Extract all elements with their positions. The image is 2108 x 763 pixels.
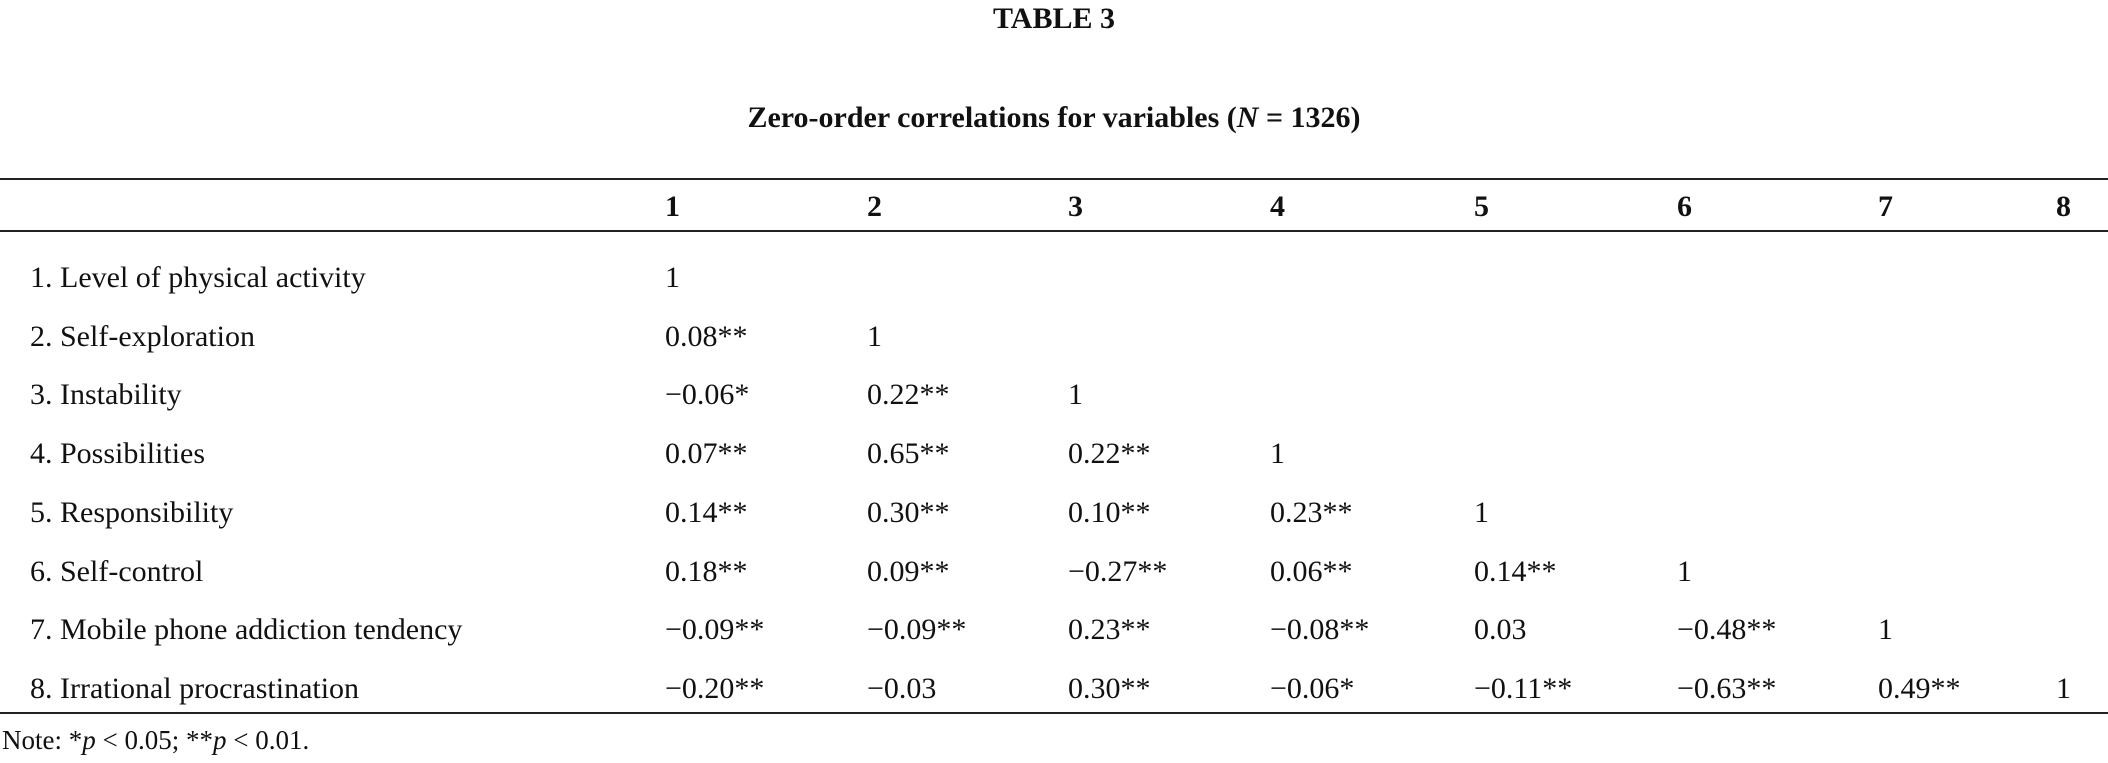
column-header: 5	[1474, 190, 1489, 223]
row-label: 8. Irrational procrastination	[30, 671, 360, 705]
cell: 1	[867, 319, 882, 353]
cell: −0.06*	[665, 378, 750, 412]
note-text: < 0.05; **	[95, 725, 213, 755]
cell: 0.23**	[1068, 613, 1151, 647]
cell: 0.22**	[1068, 437, 1151, 471]
cell: 1	[1068, 378, 1083, 412]
cell: 1	[1270, 437, 1285, 471]
table-note: Note: *p < 0.05; **p < 0.01.	[2, 727, 309, 754]
row-label: 5. Responsibility	[30, 495, 234, 529]
cell: 0.23**	[1270, 495, 1353, 529]
row-label: 1. Level of physical activity	[30, 261, 366, 294]
column-header: 3	[1068, 190, 1083, 223]
note-text: < 0.01.	[226, 725, 310, 755]
cell: 0.14**	[665, 495, 748, 529]
cell: −0.48**	[1677, 613, 1777, 647]
row-label: 3. Instability	[30, 378, 182, 412]
cell: 0.22**	[867, 378, 950, 412]
cell: 0.49**	[1878, 671, 1961, 705]
column-header: 6	[1677, 190, 1692, 223]
row-label: 6. Self-control	[30, 554, 204, 588]
cell: 0.03	[1474, 613, 1527, 647]
column-header: 7	[1878, 190, 1893, 223]
cell: 1	[1474, 495, 1489, 529]
cell: 1	[665, 261, 680, 294]
note-italic: p	[82, 725, 96, 755]
cell: −0.09**	[665, 613, 765, 647]
cell: 1	[2056, 671, 2071, 705]
cell: 0.18**	[665, 554, 748, 588]
cell: 0.30**	[867, 495, 950, 529]
column-header: 4	[1270, 190, 1285, 223]
bottom-rule	[0, 712, 2108, 714]
note-text: Note: *	[2, 725, 83, 755]
cell: 0.08**	[665, 319, 748, 353]
title-text: = 1326)	[1258, 101, 1361, 134]
cell: −0.11**	[1474, 671, 1573, 705]
cell: −0.20**	[665, 671, 765, 705]
row-label: 4. Possibilities	[30, 437, 206, 471]
cell: 0.14**	[1474, 554, 1557, 588]
cell: −0.06*	[1270, 671, 1355, 705]
column-header: 1	[665, 190, 680, 223]
cell: 0.65**	[867, 437, 950, 471]
column-header: 8	[2056, 190, 2071, 223]
title-italic: N	[1236, 101, 1259, 134]
cell: −0.03	[867, 671, 937, 705]
cell: 0.10**	[1068, 495, 1151, 529]
note-italic: p	[212, 725, 227, 755]
row-label: 2. Self-exploration	[30, 319, 255, 353]
cell: −0.27**	[1068, 554, 1168, 588]
top-rule	[0, 178, 2108, 180]
cell: −0.08**	[1270, 613, 1370, 647]
title-text: Zero-order correlations for variables (	[747, 101, 1237, 134]
row-label: 7. Mobile phone addiction tendency	[30, 613, 463, 647]
cell: 1	[1677, 554, 1692, 588]
cell: −0.09**	[867, 613, 967, 647]
cell: 0.06**	[1270, 554, 1353, 588]
table-title: Zero-order correlations for variables (N…	[0, 103, 2108, 133]
cell: 0.07**	[665, 437, 748, 471]
cell: 0.30**	[1068, 671, 1151, 705]
column-header: 2	[867, 190, 882, 223]
header-rule	[0, 230, 2108, 232]
cell: 1	[1878, 613, 1893, 647]
table-label: TABLE 3	[993, 2, 1115, 35]
cell: 0.09**	[867, 554, 950, 588]
cell: −0.63**	[1677, 671, 1777, 705]
